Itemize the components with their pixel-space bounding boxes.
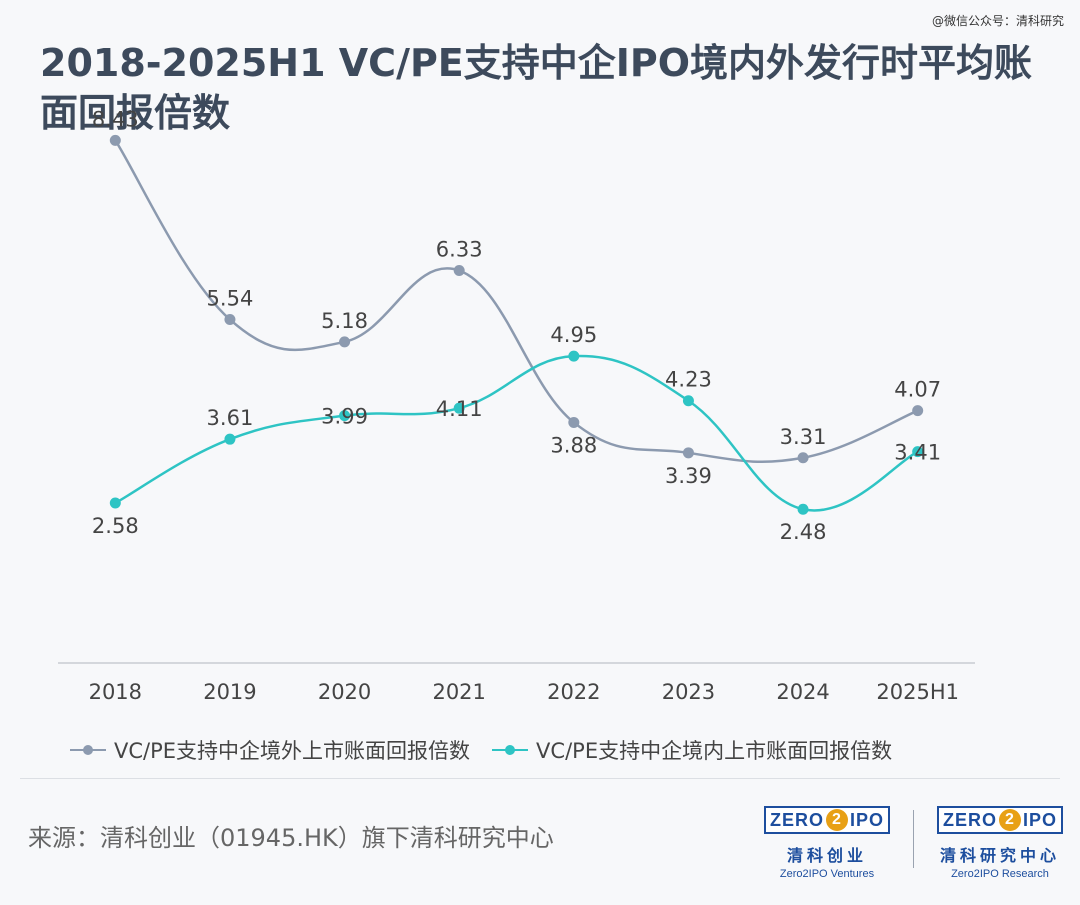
zero2ipo-research-logo: ZERO 2 IPO 清科研究中心 Zero2IPO Research (936, 806, 1064, 880)
data-label-1-1: 3.61 (207, 406, 254, 430)
data-label-0-6: 3.31 (780, 425, 827, 449)
x-tick-label-2020: 2020 (318, 680, 371, 704)
zero2ipo-ventures-logo: ZERO 2 IPO 清科创业 Zero2IPO Ventures (763, 806, 891, 880)
source-note: 来源：清科创业（01945.HK）旗下清科研究中心 (28, 824, 554, 852)
legend-swatch-domestic (492, 743, 529, 757)
x-tick-label-2022: 2022 (547, 680, 600, 704)
page-title: 2018-2025H1 VC/PE支持中企IPO境内外发行时平均账面回报倍数 (40, 41, 1033, 135)
x-tick-label-2018: 2018 (89, 680, 142, 704)
logo-group: ZERO 2 IPO 清科创业 Zero2IPO Ventures ZERO 2 IPO… (763, 806, 1064, 880)
data-point-0-6 (797, 452, 809, 464)
data-label-0-5: 3.39 (665, 464, 712, 488)
data-point-0-2 (339, 336, 351, 348)
data-label-0-7: 4.07 (894, 378, 941, 402)
data-label-0-2: 5.18 (321, 309, 368, 333)
logo-separator (913, 810, 914, 868)
data-point-1-0 (109, 497, 121, 509)
legend-item-overseas[interactable]: VC/PE支持中企境外上市账面回报倍数 (70, 735, 470, 765)
data-point-0-1 (224, 314, 236, 326)
data-point-1-2 (339, 410, 351, 422)
zero2ipo-research-logo-en: Zero2IPO Research (951, 868, 1049, 880)
x-tick-label-2023: 2023 (662, 680, 715, 704)
data-point-1-6 (797, 503, 809, 515)
zero2ipo-research-logo-mark: ZERO 2 IPO (936, 806, 1064, 834)
data-label-1-5: 4.23 (665, 368, 712, 392)
data-point-1-1 (224, 433, 236, 445)
data-label-1-6: 2.48 (780, 520, 827, 544)
data-point-1-5 (682, 395, 694, 407)
zero2ipo-ventures-logo-mark: ZERO 2 IPO (763, 806, 891, 834)
data-point-0-4 (568, 416, 580, 428)
footer-divider (20, 778, 1060, 779)
data-label-1-2: 3.99 (321, 405, 368, 429)
data-point-1-7 (912, 446, 924, 458)
data-point-0-0 (109, 134, 121, 146)
zero2ipo-ventures-logo-cn: 清科创业 (786, 846, 867, 865)
line-chart: 2018 2019 2020 2021 2022 2023 2024 2025H1 8.43 5.… (58, 107, 975, 704)
x-tick-label-2021: 2021 (432, 680, 485, 704)
legend-label-domestic: VC/PE支持中企境内上市账面回报倍数 (536, 739, 893, 763)
zero2ipo-research-logo-cn: 清科研究中心 (939, 846, 1060, 865)
zero2ipo-ventures-logo-en: Zero2IPO Ventures (779, 868, 875, 880)
data-label-1-3: 4.11 (436, 397, 483, 421)
data-point-0-3 (453, 265, 465, 277)
x-tick-label-2019: 2019 (203, 680, 256, 704)
data-label-1-7: 3.41 (894, 441, 941, 465)
legend-label-overseas: VC/PE支持中企境外上市账面回报倍数 (114, 739, 471, 763)
data-point-1-3 (453, 402, 465, 414)
x-tick-label-2025H1: 2025H1 (876, 680, 959, 704)
data-point-0-5 (682, 447, 694, 459)
data-label-1-4: 4.95 (550, 323, 597, 347)
data-label-0-1: 5.54 (207, 287, 254, 311)
data-label-0-4: 3.88 (550, 433, 597, 457)
data-point-1-4 (568, 350, 580, 362)
data-point-0-7 (912, 405, 924, 417)
legend-swatch-overseas (70, 743, 106, 757)
data-label-0-0: 8.43 (92, 107, 139, 131)
chart-legend: VC/PE支持中企境外上市账面回报倍数 VC/PE支持中企境内上市账面回报倍数 (70, 735, 892, 765)
legend-item-domestic[interactable]: VC/PE支持中企境内上市账面回报倍数 (492, 735, 892, 765)
data-label-0-3: 6.33 (436, 238, 483, 262)
watermark: @微信公众号：清科研究 (931, 14, 1064, 28)
x-tick-label-2024: 2024 (776, 680, 829, 704)
data-label-1-0: 2.58 (92, 514, 139, 538)
